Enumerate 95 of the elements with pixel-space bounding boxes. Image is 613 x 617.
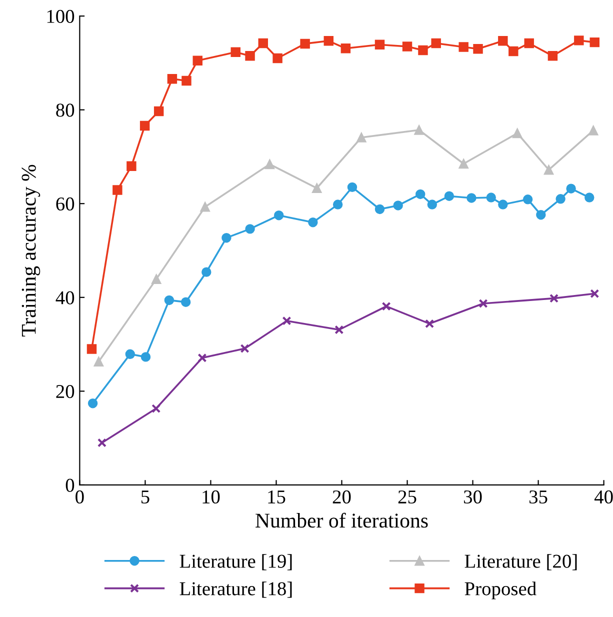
point bbox=[274, 210, 284, 220]
point bbox=[258, 38, 268, 48]
point bbox=[414, 125, 424, 135]
point bbox=[473, 44, 483, 54]
legend-label: Literature [20] bbox=[464, 554, 577, 570]
point bbox=[584, 192, 594, 202]
point bbox=[200, 202, 210, 212]
point bbox=[272, 53, 282, 64]
x-tick-label: 35 bbox=[530, 490, 548, 504]
point bbox=[126, 161, 136, 171]
x-tick-label: 10 bbox=[202, 490, 220, 504]
y-tick-label: 0 bbox=[66, 478, 74, 492]
point bbox=[264, 159, 275, 170]
x-tick-label: 0 bbox=[76, 490, 84, 504]
x-tick-label: 25 bbox=[398, 490, 416, 504]
point bbox=[486, 192, 496, 202]
point bbox=[508, 46, 518, 56]
x-tick-label: 15 bbox=[268, 490, 286, 504]
point bbox=[512, 128, 522, 138]
legend-label: Proposed bbox=[464, 582, 536, 600]
point bbox=[152, 404, 161, 414]
point bbox=[94, 356, 104, 366]
point bbox=[590, 289, 600, 298]
point bbox=[536, 210, 546, 220]
point bbox=[154, 106, 164, 116]
point bbox=[88, 398, 98, 408]
point bbox=[498, 200, 508, 210]
point bbox=[356, 132, 366, 142]
point bbox=[444, 191, 454, 201]
point bbox=[202, 267, 212, 277]
point bbox=[182, 76, 192, 86]
point bbox=[544, 164, 554, 175]
point bbox=[140, 352, 151, 362]
point bbox=[588, 126, 598, 136]
point bbox=[192, 56, 202, 66]
x-tick-label: 5 bbox=[141, 490, 150, 504]
point bbox=[466, 193, 476, 203]
point bbox=[180, 297, 191, 307]
point bbox=[240, 344, 250, 354]
point bbox=[230, 47, 240, 58]
y-tick-label: 40 bbox=[56, 291, 74, 304]
y-tick-label: 60 bbox=[56, 197, 74, 211]
point bbox=[549, 294, 559, 303]
point bbox=[340, 44, 351, 54]
point bbox=[566, 184, 576, 194]
point bbox=[402, 42, 412, 52]
point bbox=[245, 51, 255, 61]
legend-label: Literature [18] bbox=[180, 582, 292, 598]
point bbox=[382, 302, 391, 311]
point bbox=[198, 353, 207, 362]
point bbox=[556, 194, 566, 204]
point bbox=[524, 38, 534, 48]
point bbox=[308, 218, 318, 228]
point bbox=[324, 36, 334, 46]
y-tick-label: 100 bbox=[47, 10, 74, 23]
legend-label: Literature [19] bbox=[180, 554, 292, 570]
point bbox=[478, 298, 488, 308]
y-axis-title: Training accuracy % bbox=[22, 164, 40, 337]
point bbox=[282, 316, 292, 326]
point bbox=[548, 51, 558, 61]
point bbox=[590, 37, 600, 48]
point bbox=[300, 38, 310, 49]
point bbox=[86, 344, 97, 354]
point bbox=[374, 204, 385, 214]
point bbox=[522, 194, 533, 204]
point bbox=[167, 74, 178, 84]
point bbox=[347, 182, 358, 192]
x-axis-title: Number of iterations bbox=[256, 512, 428, 528]
point bbox=[427, 200, 438, 210]
point bbox=[418, 45, 428, 56]
point bbox=[245, 224, 255, 234]
point bbox=[498, 36, 508, 46]
point bbox=[151, 274, 162, 284]
y-tick-label: 20 bbox=[56, 384, 74, 398]
x-tick-label: 40 bbox=[594, 490, 613, 504]
point bbox=[312, 183, 322, 193]
point bbox=[164, 295, 174, 306]
y-tick-label: 80 bbox=[56, 104, 74, 117]
point bbox=[458, 42, 468, 52]
point bbox=[431, 38, 441, 48]
point bbox=[393, 200, 403, 210]
x-tick-label: 20 bbox=[332, 490, 351, 504]
point bbox=[374, 40, 385, 50]
point bbox=[574, 36, 584, 46]
point bbox=[332, 200, 343, 210]
point bbox=[416, 189, 426, 200]
point bbox=[97, 438, 106, 448]
point bbox=[112, 185, 122, 195]
point bbox=[425, 319, 434, 328]
x-tick-label: 30 bbox=[464, 490, 482, 504]
point bbox=[334, 325, 344, 334]
point bbox=[458, 158, 468, 169]
point bbox=[222, 232, 232, 243]
point bbox=[125, 349, 135, 359]
point bbox=[140, 120, 150, 131]
